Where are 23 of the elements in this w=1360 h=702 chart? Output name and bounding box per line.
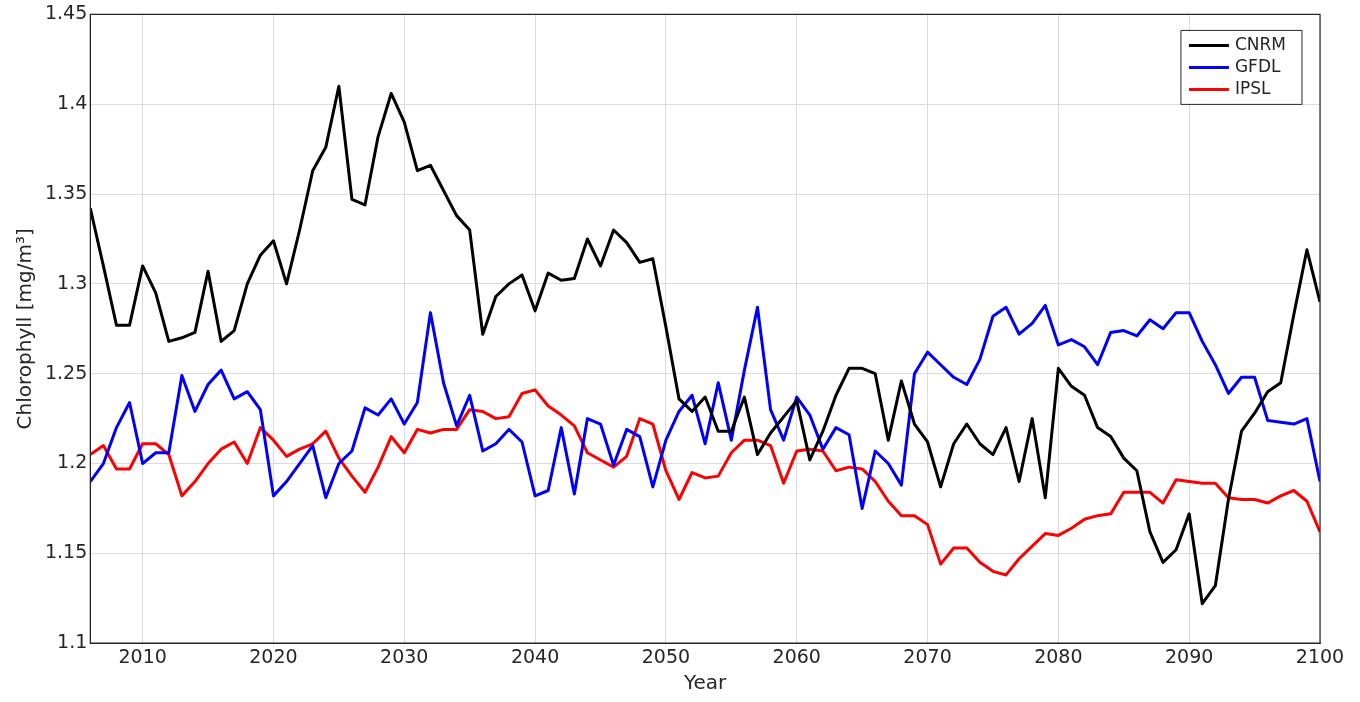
y-tick-label: 1.2 — [57, 450, 88, 473]
x-tick-label: 2060 — [772, 644, 821, 667]
legend-label: CNRM — [1234, 33, 1287, 54]
x-tick-label: 2040 — [510, 644, 560, 667]
y-tick-label: 1.3 — [57, 270, 88, 293]
y-tick-label: 1.45 — [44, 1, 88, 24]
y-tick-label: 1.25 — [44, 360, 88, 383]
x-tick-label: 2070 — [903, 644, 952, 667]
y-tick-label: 1.4 — [57, 91, 88, 114]
y-tick-label: 1.15 — [44, 540, 88, 563]
x-tick-label: 2020 — [249, 644, 298, 667]
x-axis-title: Year — [682, 670, 728, 695]
x-tick-label: 2010 — [118, 644, 167, 667]
y-tick-label: 1.35 — [44, 180, 88, 203]
legend-label: GFDL — [1234, 55, 1281, 76]
y-tick-label: 1.1 — [57, 630, 88, 653]
x-tick-label: 2030 — [380, 644, 429, 667]
x-tick-label: 2050 — [641, 644, 691, 667]
legend-label: IPSL — [1234, 77, 1271, 98]
y-axis-title: Chlorophyll [mg/m³] — [12, 228, 37, 430]
x-tick-label: 2080 — [1034, 644, 1083, 667]
x-tick-label: 2090 — [1165, 644, 1214, 667]
x-tick-label: 2100 — [1295, 644, 1345, 667]
